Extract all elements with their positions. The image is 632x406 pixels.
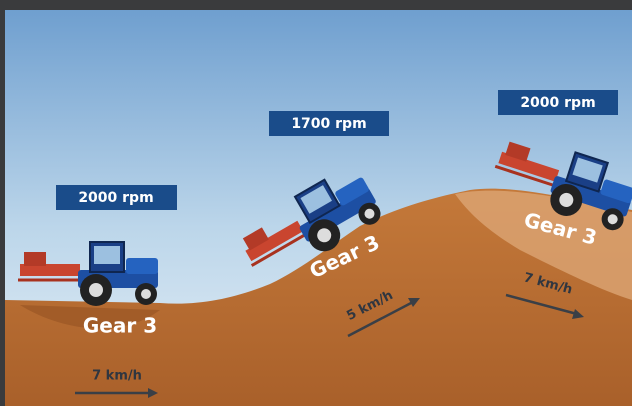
rpm-label: 2000 rpm bbox=[78, 190, 153, 206]
speed-label: 7 km/h bbox=[92, 369, 142, 384]
rpm-label: 2000 rpm bbox=[520, 95, 595, 111]
illustration: 2000 rpm Gear 3 7 km/h 1700 rpm Gear 3 5… bbox=[0, 0, 632, 406]
gear-label: Gear 3 bbox=[83, 314, 157, 338]
rpm-label: 1700 rpm bbox=[291, 116, 366, 132]
